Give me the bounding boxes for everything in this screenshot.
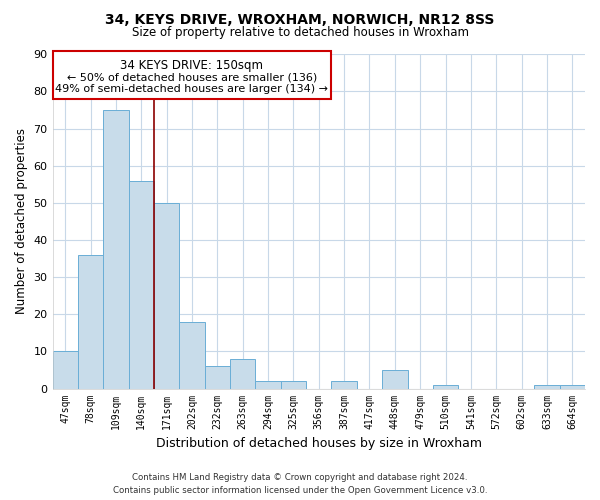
Bar xyxy=(560,385,585,388)
Bar xyxy=(154,203,179,388)
Text: ← 50% of detached houses are smaller (136): ← 50% of detached houses are smaller (13… xyxy=(67,72,317,83)
Text: 49% of semi-detached houses are larger (134) →: 49% of semi-detached houses are larger (… xyxy=(55,84,328,94)
Bar xyxy=(256,381,281,388)
Text: Contains HM Land Registry data © Crown copyright and database right 2024.
Contai: Contains HM Land Registry data © Crown c… xyxy=(113,473,487,495)
Bar xyxy=(78,255,103,388)
Bar xyxy=(331,381,357,388)
Bar xyxy=(281,381,306,388)
Bar xyxy=(534,385,560,388)
Bar xyxy=(382,370,407,388)
Bar xyxy=(230,359,256,388)
Bar xyxy=(53,352,78,389)
Y-axis label: Number of detached properties: Number of detached properties xyxy=(15,128,28,314)
Bar xyxy=(179,322,205,388)
FancyBboxPatch shape xyxy=(53,50,331,99)
X-axis label: Distribution of detached houses by size in Wroxham: Distribution of detached houses by size … xyxy=(156,437,482,450)
Text: Size of property relative to detached houses in Wroxham: Size of property relative to detached ho… xyxy=(131,26,469,39)
Bar xyxy=(128,180,154,388)
Text: 34, KEYS DRIVE, WROXHAM, NORWICH, NR12 8SS: 34, KEYS DRIVE, WROXHAM, NORWICH, NR12 8… xyxy=(106,12,494,26)
Bar xyxy=(103,110,128,388)
Text: 34 KEYS DRIVE: 150sqm: 34 KEYS DRIVE: 150sqm xyxy=(121,60,263,72)
Bar xyxy=(433,385,458,388)
Bar xyxy=(205,366,230,388)
